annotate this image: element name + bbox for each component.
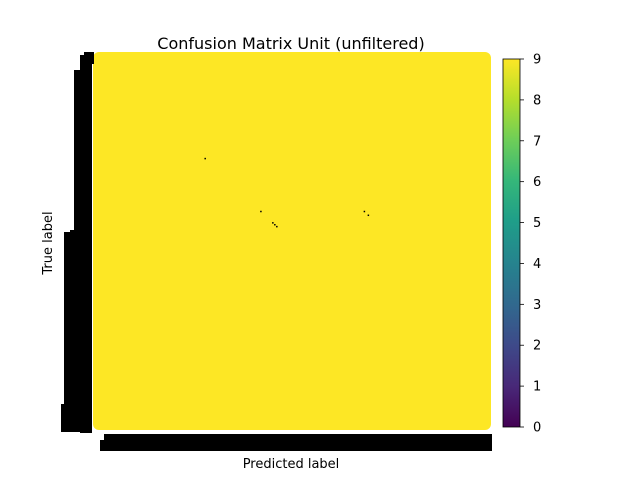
colorbar: 0 1 2 3 4 5 6 7 8 9 xyxy=(502,53,541,436)
heatmap-cell-low xyxy=(272,222,274,224)
colorbar-tick-label: 7 xyxy=(533,134,541,149)
colorbar-tick-label: 3 xyxy=(533,298,541,313)
heatmap-cells-fill xyxy=(93,52,491,430)
y-tick-label-cluster xyxy=(80,55,92,433)
y-tick-label-cluster xyxy=(74,70,82,432)
colorbar-tick-label: 5 xyxy=(533,216,541,231)
heatmap-cell-low xyxy=(274,223,276,226)
heatmap-cell-low xyxy=(363,210,366,213)
heatmap-plot xyxy=(93,52,491,430)
colorbar-tick-label: 9 xyxy=(533,53,541,68)
colorbar-tick-label: 8 xyxy=(533,93,541,108)
colorbar-ticks: 0 1 2 3 4 5 6 7 8 9 xyxy=(520,53,541,436)
colorbar-tick-label: 2 xyxy=(533,339,541,354)
low-value-cells xyxy=(204,157,370,228)
chart-title: Confusion Matrix Unit (unfiltered) xyxy=(157,34,424,53)
colorbar-tick-label: 6 xyxy=(533,175,541,190)
colorbar-tick-label: 4 xyxy=(533,257,541,272)
colorbar-tick-label: 0 xyxy=(533,421,541,436)
y-tick-labels xyxy=(61,52,94,433)
x-tick-label-cluster xyxy=(100,440,492,451)
y-tick-label-cluster xyxy=(64,232,70,432)
x-tick-label-cluster xyxy=(104,434,492,442)
heatmap-cell-low xyxy=(367,214,370,217)
x-axis-label: Predicted label xyxy=(243,457,340,472)
y-tick-label-cluster xyxy=(84,52,94,64)
y-axis-label: True label xyxy=(41,211,56,275)
heatmap-cell-low xyxy=(204,157,206,160)
y-tick-label-cluster xyxy=(61,404,65,432)
heatmap-cell-low xyxy=(276,225,278,228)
heatmap-cell-low xyxy=(260,210,262,213)
colorbar-tick-label: 1 xyxy=(533,380,541,395)
colorbar-gradient xyxy=(502,58,521,428)
y-tick-label-cluster xyxy=(70,230,76,432)
x-tick-labels xyxy=(100,434,492,451)
